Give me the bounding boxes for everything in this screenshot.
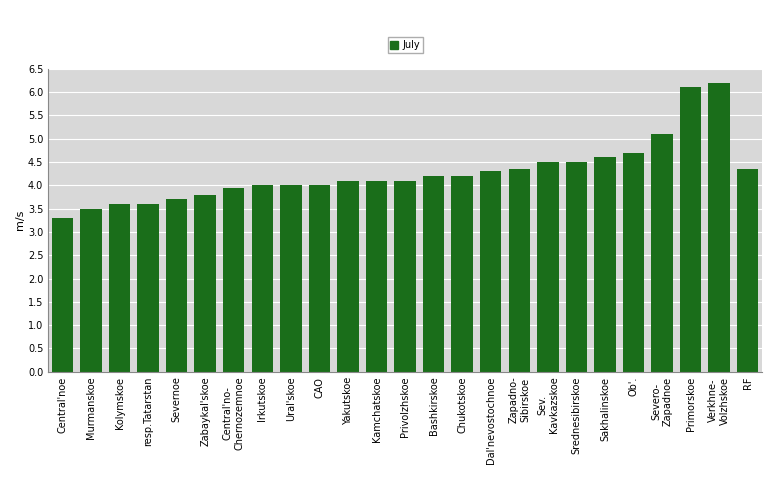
Bar: [52, 218, 73, 372]
Bar: [223, 188, 245, 372]
Bar: [680, 87, 702, 372]
Bar: [337, 181, 359, 372]
Bar: [366, 181, 387, 372]
Bar: [308, 185, 330, 372]
Bar: [594, 157, 615, 372]
Y-axis label: m/s: m/s: [15, 210, 25, 230]
Bar: [252, 185, 273, 372]
Legend: July: July: [388, 37, 423, 53]
Bar: [166, 199, 187, 372]
Bar: [509, 169, 530, 372]
Bar: [566, 162, 587, 372]
Bar: [537, 162, 559, 372]
Bar: [651, 134, 673, 372]
Bar: [80, 209, 102, 372]
Bar: [737, 169, 758, 372]
Bar: [395, 181, 416, 372]
Bar: [109, 204, 131, 372]
Bar: [194, 194, 216, 372]
Bar: [709, 83, 730, 372]
Bar: [280, 185, 301, 372]
Bar: [623, 153, 644, 372]
Bar: [480, 171, 501, 372]
Bar: [451, 176, 473, 372]
Bar: [423, 176, 444, 372]
Bar: [138, 204, 159, 372]
